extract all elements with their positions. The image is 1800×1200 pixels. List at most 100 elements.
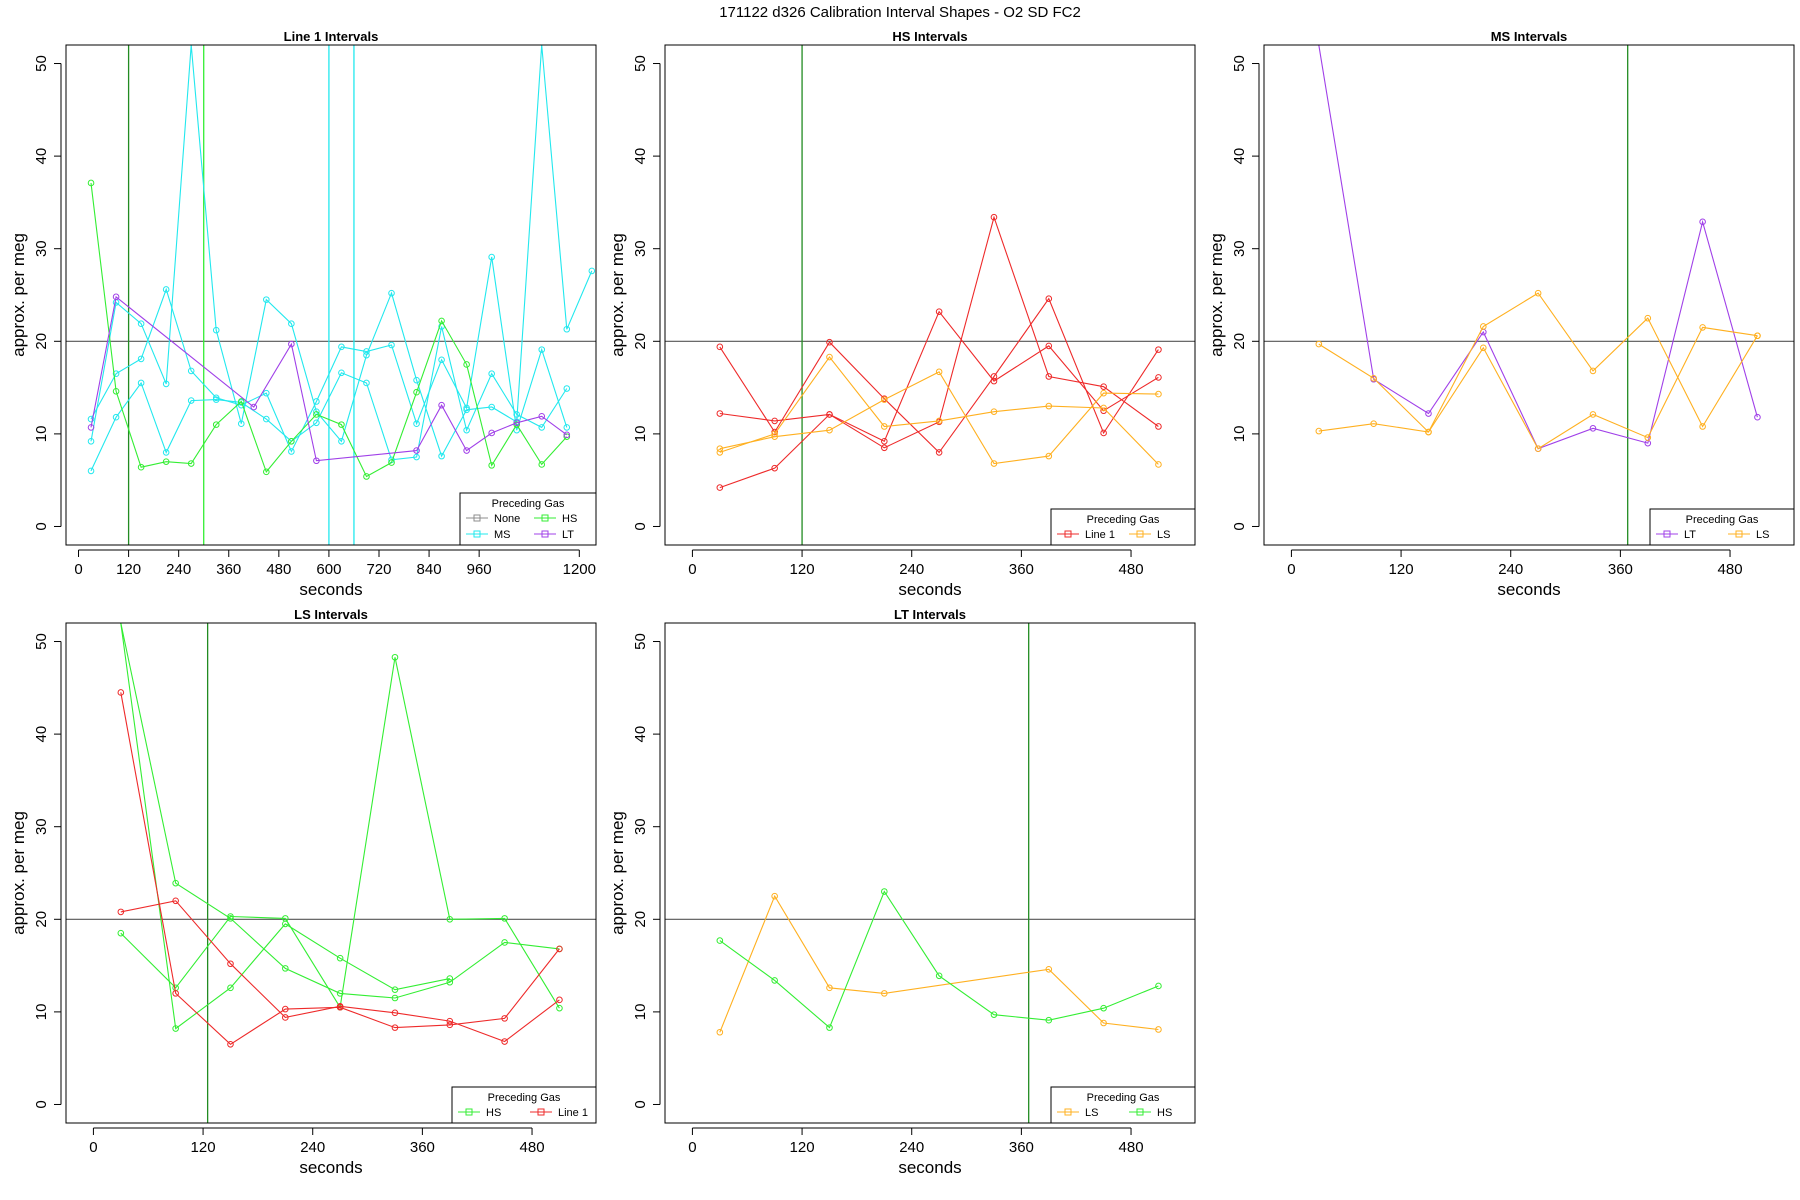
series-line-ls [719, 371, 1159, 465]
data-point [446, 975, 454, 982]
data-point [137, 320, 145, 328]
data-point [313, 411, 320, 418]
x-tick-label: 240 [166, 561, 191, 578]
data-point [438, 317, 445, 325]
legend-box [459, 492, 597, 546]
y-tick-label: 40 [632, 148, 649, 165]
data-point [212, 421, 220, 428]
data-point [446, 978, 454, 986]
x-axis: 0 120 240 360 480 [688, 1127, 1144, 1156]
legend-entry-line-1: Line 1 [1057, 529, 1115, 541]
legend-entry-ls: LS [1057, 1107, 1098, 1119]
data-point [313, 457, 320, 465]
data-point [338, 437, 345, 445]
x-tick-label: 0 [688, 561, 696, 578]
panel-lt-intervals: LT Intervals 0 120 240 360 480 seconds 0 10 20 30 4… [608, 607, 1196, 1177]
y-tick-label: 10 [632, 426, 649, 443]
data-point [990, 377, 998, 385]
series-line-ms [90, 256, 568, 453]
data-point [501, 1038, 508, 1045]
data-point [413, 447, 420, 454]
x-tick-label: 480 [520, 1139, 545, 1156]
y-axis-label: approx. per meg [608, 233, 627, 357]
x-tick-label: 600 [316, 561, 341, 578]
y-tick-label: 30 [632, 818, 649, 835]
data-point [112, 387, 120, 395]
data-point [488, 429, 495, 437]
x-tick-label: 0 [688, 1139, 696, 1156]
data-point [1045, 373, 1053, 380]
data-point [336, 990, 344, 997]
data-point [990, 460, 998, 467]
series-line-ls [719, 356, 1159, 465]
x-tick-label: 0 [74, 561, 82, 578]
y-axis-label: approx. per meg [1207, 233, 1226, 357]
data-point [771, 417, 778, 425]
y-tick-label: 50 [632, 633, 649, 650]
plot-frame [65, 622, 597, 1124]
data-point [282, 1014, 289, 1021]
data-point [716, 410, 724, 417]
x-tick-label: 240 [899, 1139, 924, 1156]
data-point [563, 433, 571, 440]
y-tick-label: 20 [33, 333, 50, 350]
legend-box [1050, 508, 1196, 546]
data-point [771, 433, 778, 440]
series-line-line-1 [719, 215, 1159, 489]
x-axis-label: seconds [299, 580, 362, 599]
data-point [282, 1005, 289, 1013]
legend-label: LS [1157, 529, 1170, 541]
data-point [1644, 434, 1652, 441]
x-tick-label: 960 [467, 561, 492, 578]
legend-label: HS [1157, 1107, 1172, 1119]
x-axis-label: seconds [1497, 580, 1560, 599]
series-line-line-1 [120, 900, 560, 1043]
data-point [87, 467, 95, 475]
plot-area [665, 623, 1195, 1123]
series-line-hs [90, 182, 568, 478]
legend: Preceding Gas None HS MS LT [459, 492, 597, 546]
legend-swatch-marker [541, 514, 549, 522]
data-point [338, 369, 345, 377]
data-point [501, 939, 508, 946]
y-tick-label: 20 [632, 333, 649, 350]
panel-ms-intervals: MS Intervals 0 120 240 360 480 seconds 0 10 20 30 4… [1207, 29, 1795, 599]
data-point [556, 996, 563, 1004]
data-point [162, 449, 170, 456]
y-tick-label: 20 [1231, 333, 1248, 350]
x-tick-label: 120 [790, 1139, 815, 1156]
plot-area [1264, 45, 1794, 545]
legend-title: Preceding Gas [488, 1092, 561, 1104]
legend-swatch-marker [473, 514, 481, 522]
y-tick-label: 10 [33, 1004, 50, 1021]
data-point [112, 413, 120, 421]
data-point [413, 420, 420, 428]
data-point [1100, 1019, 1107, 1027]
data-point [1100, 383, 1107, 390]
legend: Preceding Gas HS Line 1 [451, 1086, 597, 1124]
data-point [391, 994, 399, 1002]
y-axis-label: approx. per meg [9, 233, 28, 357]
data-point [250, 403, 258, 411]
data-point [1589, 411, 1597, 418]
data-point [556, 1004, 563, 1012]
y-axis-label: approx. per meg [608, 811, 627, 935]
data-point [237, 420, 245, 428]
data-point [187, 460, 195, 467]
data-point [1045, 402, 1053, 410]
data-point [935, 449, 943, 456]
x-tick-label: 480 [1718, 561, 1743, 578]
legend-swatch-marker [1136, 1108, 1144, 1116]
legend-swatch-marker [1663, 530, 1671, 538]
data-point [1754, 413, 1761, 421]
data-point [716, 343, 724, 351]
legend-label: Line 1 [1085, 529, 1115, 541]
x-tick-label: 0 [89, 1139, 97, 1156]
data-point [162, 286, 170, 293]
data-point [263, 468, 270, 476]
legend: Preceding Gas Line 1 LS [1050, 508, 1196, 546]
x-axis: 0 120 240 360 480 [688, 549, 1144, 578]
legend-swatch-marker [1064, 530, 1072, 538]
legend: Preceding Gas LT LS [1649, 508, 1795, 546]
legend-swatch-marker [1735, 530, 1743, 538]
